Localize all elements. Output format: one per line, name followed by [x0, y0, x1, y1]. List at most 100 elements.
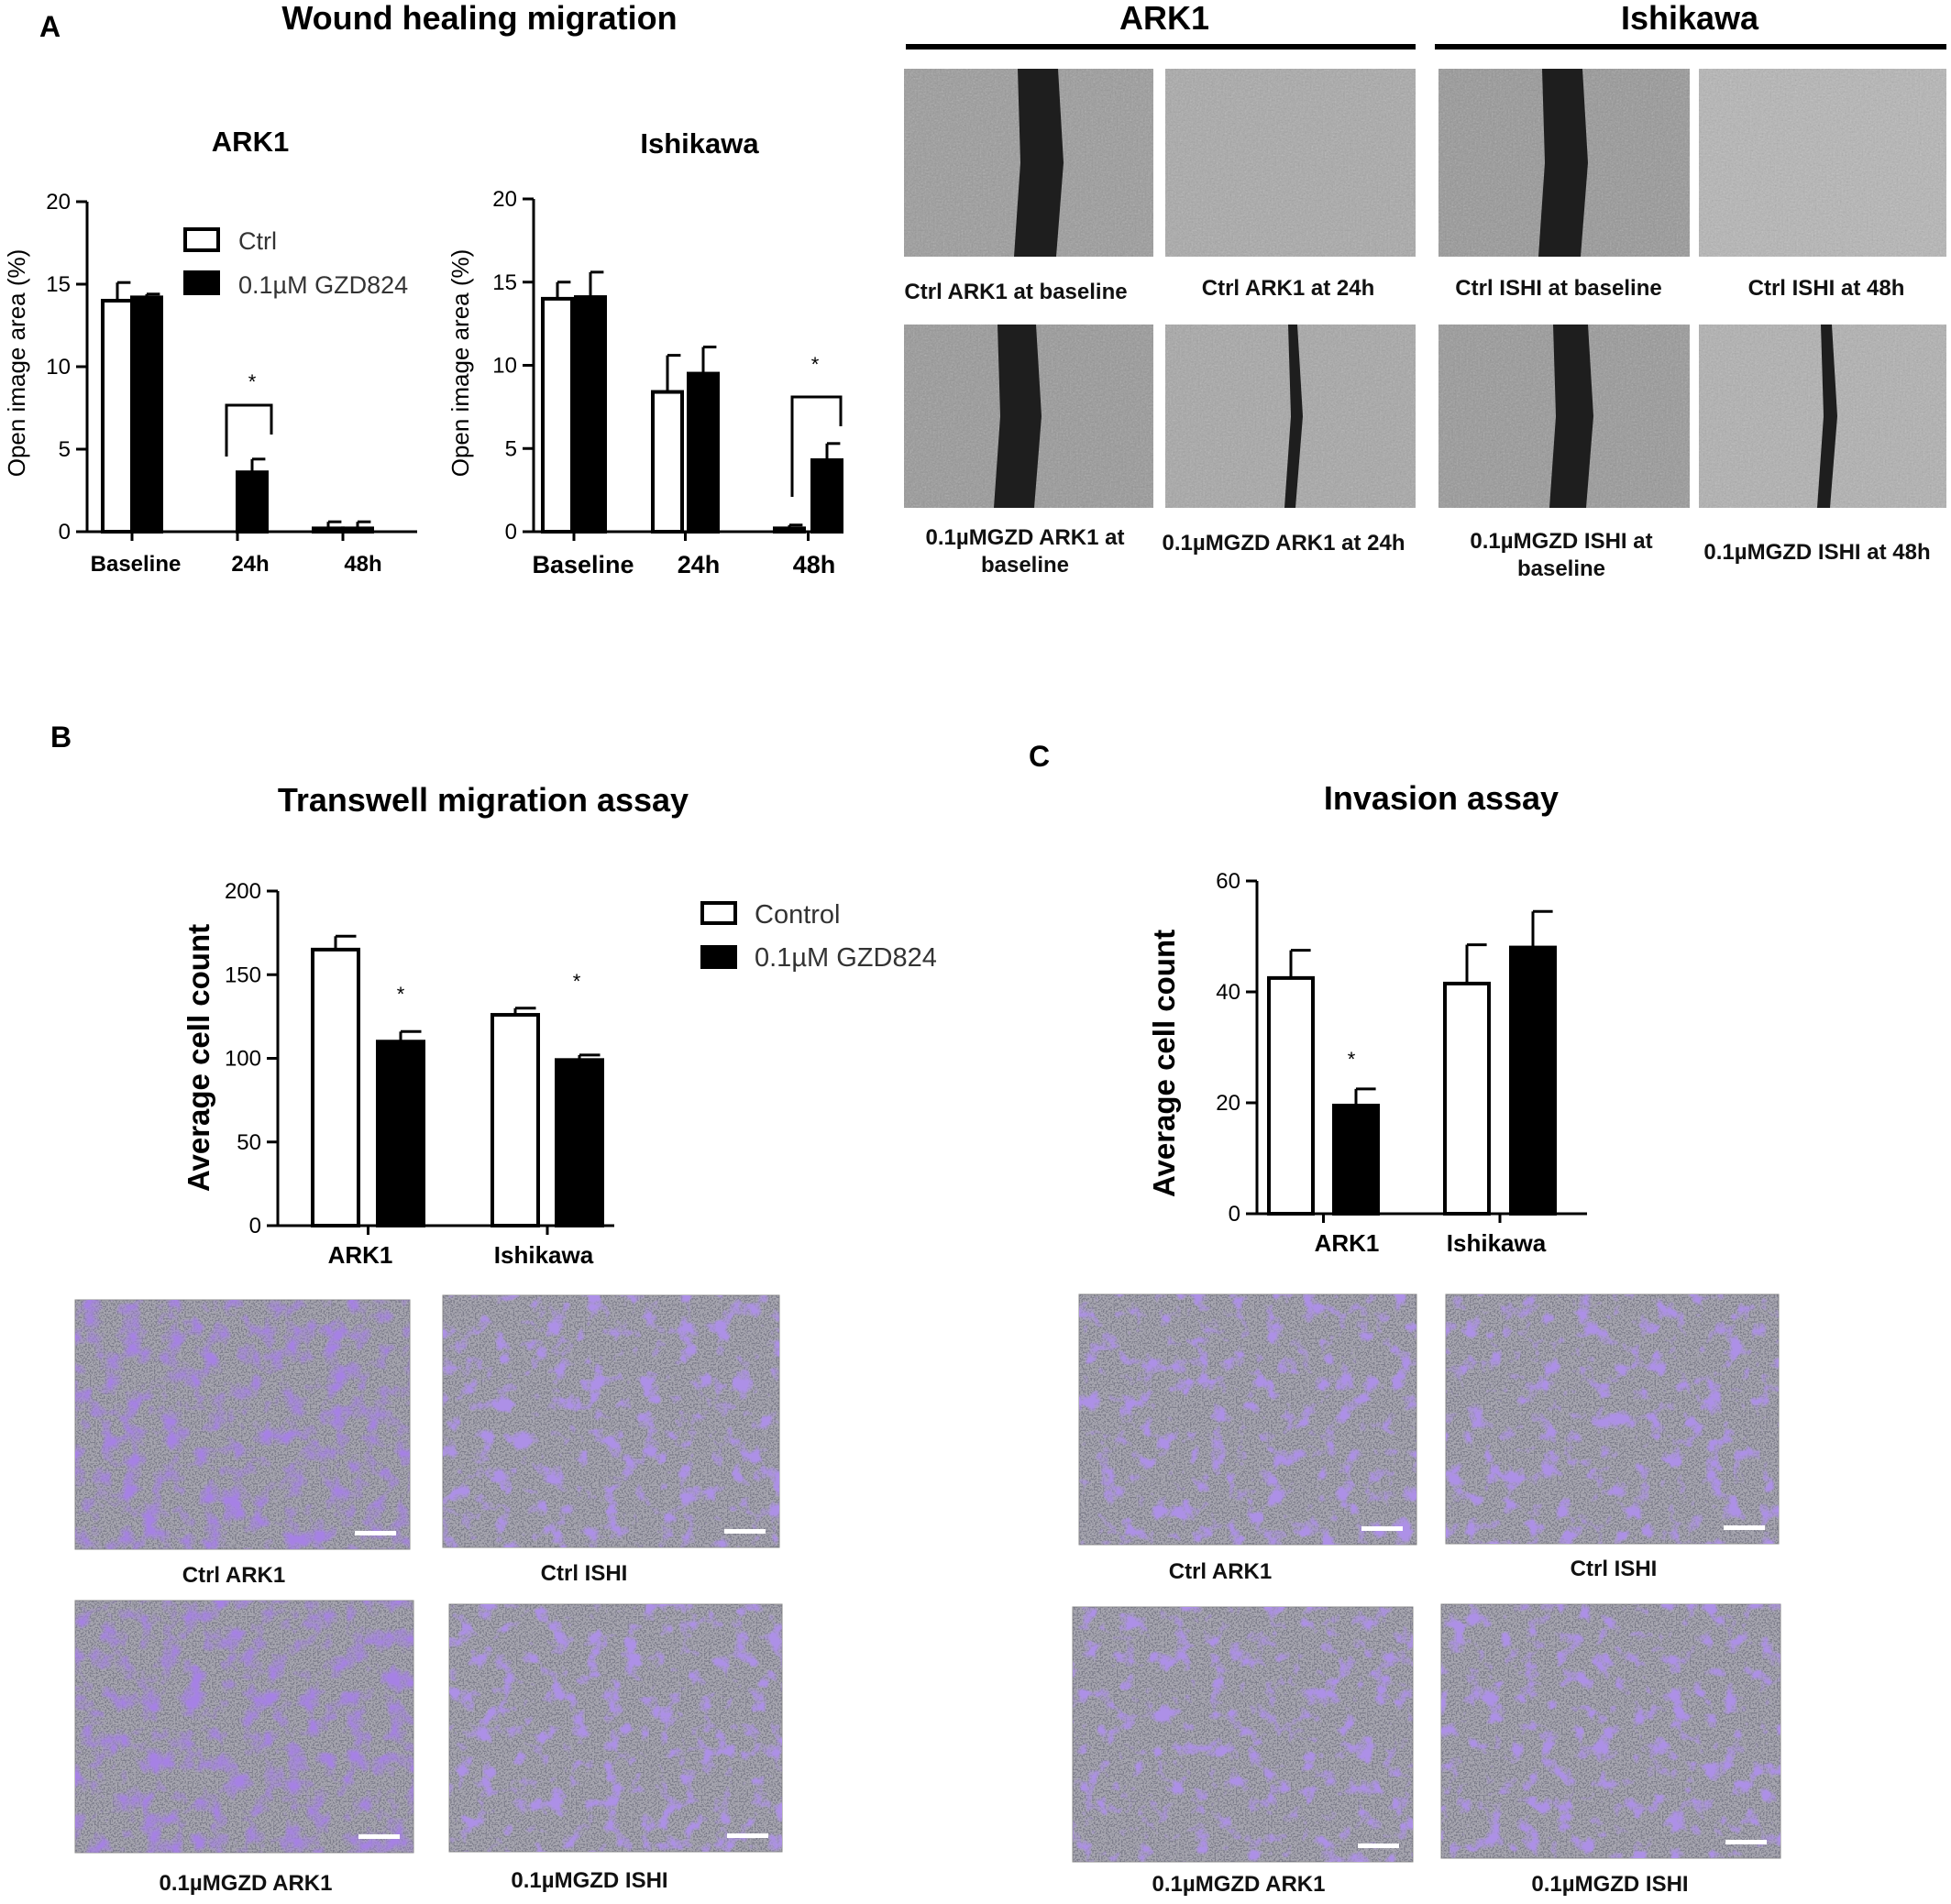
wound-gap — [1538, 69, 1588, 257]
caption-b-ctrl-ishi: Ctrl ISHI — [541, 1561, 628, 1586]
y-tick-label: 0 — [59, 520, 71, 545]
caption-ctrl-ishi-48h-line: Ctrl ISHI at 48h — [1748, 276, 1905, 301]
y-tick-label: 20 — [46, 190, 71, 215]
panel-c-letter: C — [1029, 740, 1050, 773]
bar-ctrl — [1267, 975, 1315, 1216]
micrograph-cells — [1073, 1607, 1413, 1862]
wound-micrograph — [1165, 325, 1416, 508]
micrograph-cells — [75, 1601, 413, 1853]
stained-micrograph — [1445, 1293, 1780, 1545]
caption-gzd-ishi-baseline-line: 0.1µMGZD ISHI at — [1470, 529, 1652, 554]
caption-b-gzd-ark1-line: 0.1µMGZD ARK1 — [160, 1871, 333, 1896]
caption-c-ctrl-ark1: Ctrl ARK1 — [1169, 1559, 1272, 1584]
chart-transwell: Average cell count Control 0.1µM GZD824 … — [182, 879, 937, 1269]
caption-ctrl-ark1-baseline: Ctrl ARK1 at baseline — [904, 280, 1127, 304]
caption-gzd-ark1-baseline: 0.1µMGZD ARK1 at baseline — [926, 525, 1125, 578]
y-axis-label: Open image area (%) — [446, 249, 474, 478]
caption-b-ctrl-ark1: Ctrl ARK1 — [182, 1563, 285, 1588]
caption-gzd-ishi-baseline-line: baseline — [1517, 556, 1605, 581]
scale-bar — [1361, 1526, 1403, 1531]
legend-label-ctrl: Ctrl — [238, 227, 277, 255]
scale-bar — [724, 1529, 766, 1534]
caption-b-ctrl-ark1-line: Ctrl ARK1 — [182, 1563, 285, 1588]
legend-label-control: Control — [755, 900, 841, 930]
significance-star: * — [573, 970, 581, 993]
y-tick-label: 10 — [46, 355, 71, 380]
x-tick-label: ARK1 — [328, 1241, 393, 1269]
y-tick-label: 50 — [237, 1130, 261, 1155]
header-ark1: ARK1 — [1119, 0, 1209, 37]
caption-b-ctrl-ishi-line: Ctrl ISHI — [541, 1561, 628, 1586]
bar-gzd — [376, 1040, 425, 1227]
caption-b-gzd-ark1: 0.1µMGZD ARK1 — [160, 1871, 333, 1896]
legend-label-gzd: 0.1µM GZD824 — [755, 943, 937, 973]
panel-b-title: Transwell migration assay — [278, 781, 689, 819]
caption-ctrl-ishi-baseline: Ctrl ISHI at baseline — [1455, 276, 1661, 301]
bar-gzd — [1509, 945, 1557, 1216]
legend-swatch-control — [700, 901, 737, 925]
chart-title: Ishikawa — [640, 127, 759, 160]
caption-c-ctrl-ark1-line: Ctrl ARK1 — [1169, 1559, 1272, 1584]
bar-gzd — [687, 371, 720, 534]
x-tick-label: 48h — [344, 552, 381, 577]
y-tick-label: 15 — [492, 270, 517, 295]
y-tick-label: 0 — [249, 1214, 261, 1238]
panel-b-letter: B — [50, 721, 72, 754]
header-rule-ark1 — [906, 44, 1416, 50]
x-tick-label: 24h — [231, 552, 269, 577]
legend-swatch-gzd — [183, 270, 220, 295]
y-tick-label: 0 — [505, 520, 517, 545]
y-tick-label: 5 — [505, 436, 517, 461]
y-tick-label: 5 — [59, 437, 71, 462]
stained-micrograph — [74, 1600, 414, 1854]
scale-bar — [358, 1834, 400, 1839]
caption-gzd-ishi-48h-line: 0.1µMGZD ISHI at 48h — [1703, 540, 1930, 565]
y-axis-label: Average cell count — [1147, 930, 1181, 1197]
caption-c-ctrl-ishi: Ctrl ISHI — [1571, 1557, 1658, 1581]
x-tick-label: Baseline — [91, 552, 182, 577]
significance-star: * — [397, 983, 405, 1006]
bar-gzd — [810, 457, 843, 534]
y-tick-label: 10 — [492, 354, 517, 379]
wound-gap — [994, 325, 1042, 508]
x-tick-label: Baseline — [532, 551, 634, 578]
header-ishikawa: Ishikawa — [1621, 0, 1759, 37]
micrograph-cells — [443, 1295, 779, 1547]
bar-gzd — [555, 1058, 604, 1227]
wound-micrograph — [1165, 69, 1416, 257]
caption-c-ctrl-ishi-line: Ctrl ISHI — [1571, 1557, 1658, 1581]
x-tick-label: ARK1 — [1315, 1229, 1380, 1257]
caption-ctrl-ark1-24h-line: Ctrl ARK1 at 24h — [1202, 276, 1374, 301]
caption-c-gzd-ishi-line: 0.1µMGZD ISHI — [1531, 1872, 1688, 1897]
panel-c-title: Invasion assay — [1324, 779, 1559, 817]
y-axis-label: Average cell count — [182, 924, 215, 1192]
chart-title: ARK1 — [212, 126, 289, 158]
scale-bar — [355, 1531, 396, 1535]
y-tick-label: 20 — [1216, 1091, 1240, 1116]
x-tick-label: Ishikawa — [494, 1241, 594, 1269]
wound-micrographs: ARK1 Ishikawa — [906, 0, 1946, 50]
y-tick-label: 150 — [225, 963, 261, 987]
panel-a-letter: A — [39, 10, 61, 43]
micrograph-cells — [1446, 1294, 1779, 1544]
bar-ctrl — [541, 296, 574, 534]
caption-gzd-ark1-24h-line: 0.1µMGZD ARK1 at 24h — [1163, 531, 1405, 556]
y-tick-label: 15 — [46, 272, 71, 297]
significance-star: * — [1348, 1048, 1356, 1071]
wound-gap — [1014, 69, 1064, 257]
micrograph-texture — [1699, 69, 1946, 257]
bar-ctrl — [651, 390, 684, 534]
caption-c-gzd-ishi: 0.1µMGZD ISHI — [1531, 1872, 1688, 1897]
scale-bar — [727, 1833, 768, 1838]
legend-swatch-gzd — [700, 945, 737, 969]
y-tick-label: 60 — [1216, 869, 1240, 894]
caption-ctrl-ark1-24h: Ctrl ARK1 at 24h — [1202, 276, 1374, 301]
bar-ctrl — [773, 526, 806, 534]
y-tick-label: 40 — [1216, 980, 1240, 1005]
stained-micrograph — [442, 1294, 780, 1548]
caption-ctrl-ark1-baseline-line: Ctrl ARK1 at baseline — [904, 280, 1127, 304]
stained-micrograph — [448, 1603, 783, 1853]
caption-gzd-ishi-48h: 0.1µMGZD ISHI at 48h — [1703, 540, 1930, 565]
bar-ctrl — [1443, 981, 1491, 1216]
